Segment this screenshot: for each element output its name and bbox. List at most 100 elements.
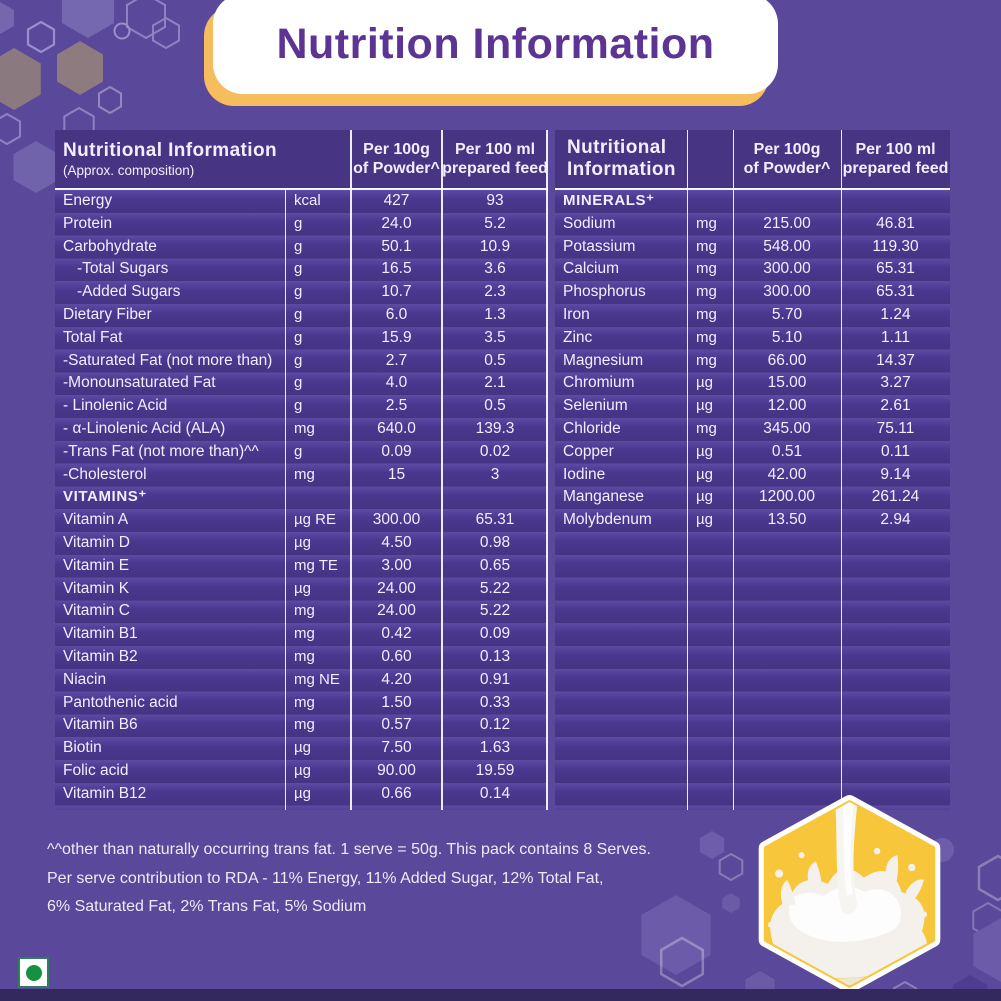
nutrient-unit: mg [696, 260, 717, 278]
nutrient-unit: g [294, 397, 303, 415]
value-per-100g-powder: 12.00 [767, 397, 807, 415]
nutrition-table-left: Nutritional Information (Approx. composi… [55, 130, 548, 810]
column-header-per-100ml: Per 100 ml prepared feed [442, 141, 548, 177]
right-table-rows: MINERALS⁺ Sodium mg 215.00 46.81 Potassium mg 5… [555, 190, 950, 810]
value-per-100g-powder: 300.00 [372, 511, 421, 529]
value-per-100g-powder: 1200.00 [758, 488, 816, 506]
nutrient-unit: µg [696, 397, 713, 415]
nutrient-name: -Saturated Fat (not more than) [63, 351, 273, 369]
value-per-100g-powder: 427 [383, 192, 410, 209]
nutrient-row: Manganese µg 1200.00 261.24 [555, 486, 950, 509]
value-per-100ml-feed: 3.6 [484, 260, 506, 278]
nutrient-name: Vitamin E [63, 556, 130, 574]
header-separator-line [55, 188, 548, 190]
nutrient-row: Carbohydrate g 50.1 10.9 [55, 236, 548, 259]
header-banner: Nutrition Information [204, 0, 778, 106]
value-per-100g-powder: 1.50 [381, 693, 412, 711]
value-per-100ml-feed: 3.5 [484, 328, 506, 346]
left-table-title-block: Nutritional Information (Approx. composi… [55, 140, 351, 178]
nutrient-row: Vitamin B1 mg 0.42 0.09 [55, 623, 548, 646]
nutrient-unit: mg [696, 328, 717, 346]
value-per-100g-powder: 24.00 [377, 602, 416, 620]
nutrient-name: -Cholesterol [63, 465, 147, 483]
right-table-title-block: Nutritional Information [555, 137, 687, 181]
nutrient-unit: mg [294, 647, 315, 665]
left-table-title: Nutritional Information [63, 140, 277, 161]
value-per-100ml-feed: 19.59 [475, 761, 515, 779]
nutrient-row: -Saturated Fat (not more than) g 2.7 0.5 [55, 350, 548, 373]
value-per-100g-powder: 0.57 [381, 716, 412, 734]
value-per-100ml-feed: 46.81 [876, 214, 915, 232]
nutrient-unit: mg [294, 625, 315, 643]
column-divider [546, 130, 548, 810]
value-per-100g-powder: 0.51 [771, 442, 803, 460]
nutrient-name: Copper [563, 442, 614, 460]
nutrient-name: Dietary Fiber [63, 305, 152, 323]
nutrient-unit: µg [696, 511, 713, 529]
value-per-100ml-feed: 3 [490, 465, 500, 483]
nutrient-name: Total Fat [63, 328, 123, 346]
nutrient-name: Protein [63, 214, 113, 232]
nutrient-row: Calcium mg 300.00 65.31 [555, 258, 950, 281]
value-per-100ml-feed: 2.1 [484, 374, 506, 392]
nutrient-name: Vitamin B2 [63, 647, 138, 665]
section-header-row: MINERALS⁺ [555, 190, 950, 213]
value-per-100ml-feed: 0.14 [479, 784, 511, 802]
value-per-100ml-feed: 119.30 [872, 237, 919, 255]
left-table-header: Nutritional Information (Approx. composi… [55, 130, 548, 188]
nutrient-unit: g [294, 351, 303, 369]
nutrient-unit: mg [696, 214, 717, 232]
nutrient-unit: mg [696, 237, 717, 255]
nutrient-unit: µg [696, 488, 713, 506]
value-per-100ml-feed: 0.65 [479, 556, 511, 574]
right-table-title-line1: Nutritional [567, 137, 667, 158]
nutrient-name: Folic acid [63, 761, 129, 779]
nutrient-row: Vitamin B12 µg 0.66 0.14 [55, 783, 548, 806]
nutrient-row: Sodium mg 215.00 46.81 [555, 213, 950, 236]
value-per-100g-powder: 13.50 [767, 511, 807, 529]
nutrient-name: Molybdenum [563, 511, 652, 529]
nutrient-row: -Total Sugars g 16.5 3.6 [55, 258, 548, 281]
nutrient-name: Vitamin A [63, 511, 129, 529]
vegetarian-green-dot-icon [25, 964, 42, 981]
footnote-line-1: ^^other than naturally occurring trans f… [47, 841, 651, 858]
value-per-100ml-feed: 0.11 [880, 442, 911, 460]
nutrient-row: Biotin µg 7.50 1.63 [55, 737, 548, 760]
value-per-100g-powder: 4.0 [385, 374, 408, 392]
nutrient-name: -Added Sugars [77, 283, 181, 301]
nutrient-name: Pantothenic acid [63, 693, 178, 711]
value-per-100ml-feed: 93 [486, 192, 504, 209]
nutrient-unit: mg [696, 305, 717, 323]
nutrient-unit: mg [294, 465, 315, 483]
nutrient-name: Vitamin C [63, 602, 130, 620]
nutrient-name: Vitamin B1 [63, 625, 138, 643]
footnote-line-3: 6% Saturated Fat, 2% Trans Fat, 5% Sodiu… [47, 898, 367, 915]
value-per-100ml-feed: 139.3 [475, 419, 515, 437]
nutrient-name: Phosphorus [563, 283, 646, 301]
value-per-100g-powder: 5.70 [771, 305, 803, 323]
nutrient-row: Iodine µg 42.00 9.14 [555, 464, 950, 487]
value-per-100g-powder: 0.09 [381, 442, 412, 460]
right-table-header: Nutritional Information Per 100g of Powd… [555, 130, 950, 188]
column-divider [840, 130, 843, 810]
value-per-100ml-feed: 5.22 [479, 602, 511, 620]
nutrient-row: Protein g 24.0 5.2 [55, 213, 548, 236]
nutrient-row: Iron mg 5.70 1.24 [555, 304, 950, 327]
nutrient-name: Zinc [563, 328, 593, 346]
nutrient-row: Dietary Fiber g 6.0 1.3 [55, 304, 548, 327]
nutrient-name: Sodium [563, 214, 616, 232]
value-per-100g-powder: 7.50 [381, 739, 412, 757]
value-per-100g-powder: 24.00 [377, 579, 416, 597]
value-per-100g-powder: 0.60 [381, 647, 412, 665]
column-header-per-100g: Per 100g of Powder^ [353, 141, 440, 177]
value-per-100g-powder: 2.7 [385, 351, 408, 369]
nutrient-name: Magnesium [563, 351, 644, 369]
nutrient-row: Pantothenic acid mg 1.50 0.33 [55, 692, 548, 715]
nutrient-name: Manganese [563, 488, 645, 506]
nutrient-name: Energy [63, 192, 113, 209]
value-per-100ml-feed: 2.94 [880, 511, 911, 529]
nutrient-name: Calcium [563, 260, 619, 278]
nutrient-name: Biotin [63, 739, 102, 757]
value-per-100g-powder: 3.00 [381, 556, 412, 574]
nutrient-unit: µg [294, 761, 311, 779]
